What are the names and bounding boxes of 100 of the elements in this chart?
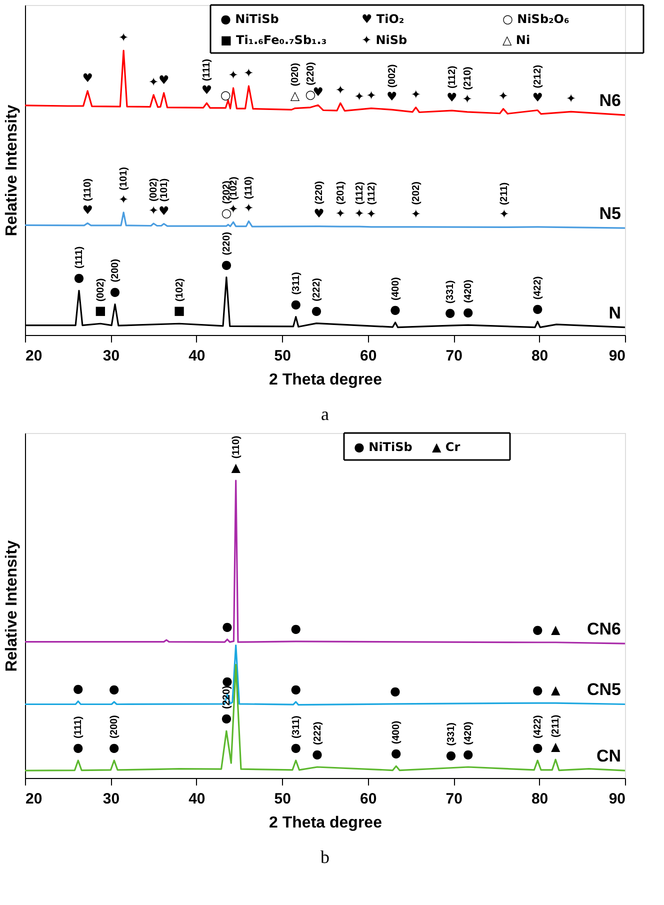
x-tick-label: 80	[531, 348, 548, 364]
annotation: ●	[290, 740, 302, 754]
annotation: ♥	[201, 83, 212, 98]
annotation: ●	[222, 619, 233, 634]
annotation: ●	[74, 270, 84, 285]
annotation: ●	[110, 284, 120, 298]
series-label: CN	[596, 746, 621, 766]
annotation: (211)	[550, 714, 562, 738]
x-tick-label: 80	[531, 790, 548, 808]
annotation: (201)	[335, 181, 346, 205]
x-tick-label: 60	[360, 790, 377, 808]
annotation: ✦	[118, 192, 129, 206]
annotation: ●	[532, 302, 543, 316]
annotation: ✦	[498, 88, 508, 103]
x-tick-label: 70	[446, 348, 462, 364]
annotation: (112)	[354, 182, 366, 205]
annotation: (002)	[95, 278, 106, 302]
annotation: ♥	[82, 70, 93, 85]
annotation: ▲	[550, 683, 561, 698]
text: ● NiTiSb	[354, 440, 413, 454]
annotation: ●	[462, 746, 474, 761]
annotation: (112)	[366, 182, 378, 205]
annotation: (422)	[532, 276, 544, 300]
x-tick-label: 50	[274, 348, 291, 364]
annotation: ✦	[499, 207, 510, 222]
x-tick-label: 90	[608, 790, 626, 808]
annotation: (222)	[311, 278, 322, 302]
annotation: (110)	[244, 176, 255, 200]
y-axis-title: Relative Intensity	[4, 540, 20, 672]
annotation: ✦	[228, 68, 238, 82]
series-label: N5	[599, 204, 621, 224]
x-tick-label: 70	[446, 790, 462, 808]
annotation: ✦	[366, 88, 376, 102]
annotation: (111)	[73, 716, 84, 738]
annotation: ●	[108, 740, 120, 754]
x-tick-label: 40	[188, 790, 206, 808]
annotation: (331)	[445, 280, 456, 304]
annotation: ●	[221, 711, 232, 726]
annotation: ✦	[244, 201, 254, 216]
annotation: ♥	[158, 72, 170, 87]
annotation: ♥	[446, 90, 458, 105]
annotation: ●	[72, 681, 84, 696]
x-tick-label: 40	[188, 348, 206, 364]
annotation: ✦	[566, 92, 576, 106]
annotation: ♥	[158, 204, 170, 218]
annotation: (202)	[410, 182, 422, 205]
annotation: (311)	[290, 716, 302, 738]
annotation: ●	[532, 740, 543, 754]
annotation: ♥	[314, 206, 324, 220]
series-label: CN6	[586, 620, 621, 639]
annotation: (311)	[290, 272, 302, 295]
annotation: (112)	[446, 66, 458, 89]
annotation: (020)	[290, 62, 301, 86]
annotation: ✦	[148, 74, 159, 89]
annotation: ▲	[231, 460, 242, 475]
x-axis-title: 2 Theta degree	[269, 814, 382, 832]
x-tick-label: 90	[608, 348, 626, 364]
annotation: (111)	[202, 58, 213, 82]
annotation: ✦	[410, 206, 421, 221]
annotation: ✦	[244, 66, 254, 80]
series-label: N	[608, 303, 621, 322]
text: b	[320, 847, 330, 867]
annotation: (220)	[221, 232, 232, 256]
annotation: ✦	[335, 83, 346, 98]
text: ○ NiSb₂O₆	[502, 12, 570, 26]
x-tick-label: 20	[26, 348, 42, 364]
annotation: (220)	[305, 62, 316, 86]
annotation: ■	[174, 304, 185, 318]
text: ■ Ti₁.₆Fe₀.₇Sb₁.₃	[220, 33, 327, 47]
annotation: ✦	[335, 206, 346, 221]
x-tick-label: 30	[102, 348, 120, 364]
annotation: ✦	[354, 89, 364, 104]
annotation: ✦	[118, 30, 129, 45]
annotation: (220)	[221, 686, 232, 710]
annotation: ♥	[82, 203, 93, 218]
annotation: (101)	[158, 178, 170, 202]
annotation: (420)	[463, 722, 474, 745]
series-label: CN5	[586, 680, 621, 700]
annotation: (220)	[314, 180, 325, 204]
annotation: ●	[532, 683, 543, 698]
annotation: ✦	[366, 206, 376, 221]
annotation: (400)	[390, 277, 402, 300]
annotation: (101)	[118, 167, 130, 190]
annotation: ●	[221, 257, 232, 272]
annotation: ●	[108, 682, 120, 696]
annotation: ●	[390, 746, 402, 760]
annotation: (110)	[230, 436, 242, 459]
annotation: ✦	[462, 92, 472, 106]
x-tick-label: 50	[274, 790, 291, 808]
y-axis-title: Relative Intensity	[4, 104, 20, 236]
annotation: (200)	[110, 258, 121, 282]
annotation: (331)	[446, 722, 457, 746]
annotation: (212)	[532, 64, 544, 88]
annotation: ●	[311, 303, 322, 318]
annotation: (210)	[462, 66, 474, 90]
annotation: ✦	[148, 203, 159, 218]
annotation: ○	[220, 88, 231, 102]
annotation: ▲	[550, 622, 561, 636]
annotation: ●	[444, 306, 456, 320]
annotation: ●	[390, 302, 401, 316]
